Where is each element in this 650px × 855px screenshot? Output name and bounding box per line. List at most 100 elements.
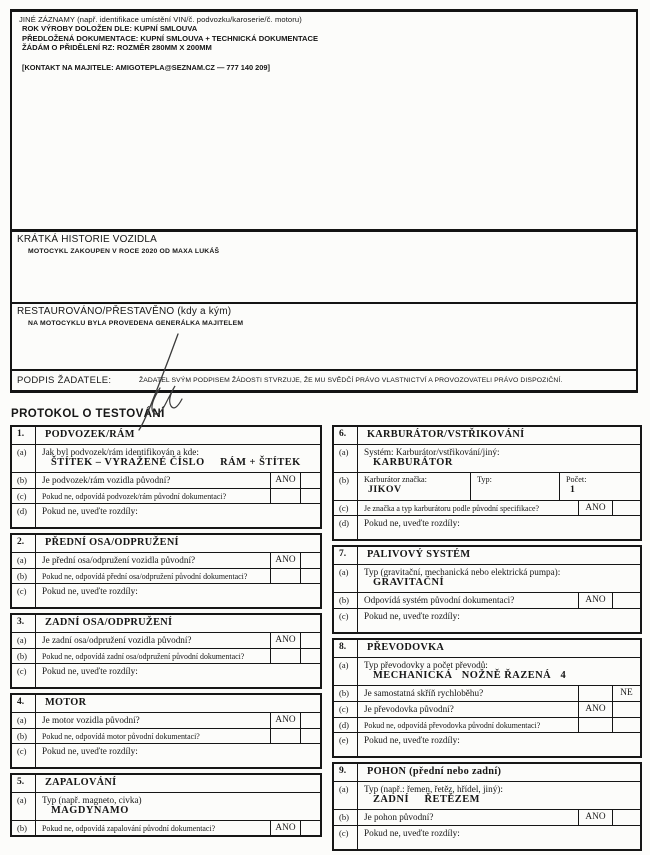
row-question: Je podvozek/rám vozidla původní? — [42, 475, 171, 485]
protocol-row: (c) Pokud ne, odpovídá podvozek/rám původ… — [12, 488, 320, 503]
row-question: Pokud ne, odpovídá zapalování původní do… — [42, 824, 216, 833]
protocol-row: (d) Pokud ne, odpovídá převodovka původní… — [334, 717, 640, 732]
protocol-section: 1. PODVOZEK/RÁM (a) Jak byl podvozek/rám id… — [10, 425, 322, 529]
record-line-year: ROK VÝROBY DOLOŽEN DLE: KUPNÍ SMLOUVA — [22, 24, 198, 33]
section-number: 4. — [12, 695, 36, 712]
row-label: (e) — [334, 733, 358, 756]
section-number: 7. — [334, 547, 358, 564]
answer-box-no: NE — [612, 686, 640, 701]
answer-box-yes: ANO — [270, 553, 300, 568]
row-question: Typ (např.: řemen, řetěz, hřídel, jiný): — [364, 784, 503, 794]
row-question: Je zadní osa/odpružení vozidla původní? — [42, 635, 192, 645]
section-title: KARBURÁTOR/VSTŘIKOVÁNÍ — [367, 429, 525, 440]
row-answer-value: ŠTÍTEK – VYRAŽENÉ ČÍSLO RÁM + ŠTÍTEK — [51, 457, 301, 468]
protocol-row: (b) Pokud ne, odpovídá motor původní doku… — [12, 728, 320, 743]
row-label: (a) — [334, 782, 358, 809]
row-label: (a) — [334, 658, 358, 685]
protocol-row: (a) Typ (gravitační, mechanická nebo elek… — [334, 564, 640, 592]
section-header-row: 2. PŘEDNÍ OSA/ODPRUŽENÍ — [12, 535, 320, 552]
row-label: (c) — [12, 744, 36, 767]
protocol-section: 2. PŘEDNÍ OSA/ODPRUŽENÍ (a) Je přední osa/o… — [10, 533, 322, 609]
row-label: (b) — [334, 810, 358, 825]
signature-declaration: ŽADATEL SVÝM PODPISEM ŽÁDOSTI STVRZUJE, … — [139, 377, 563, 384]
section-number: 6. — [334, 427, 358, 444]
section-title: PŘEVODOVKA — [367, 642, 445, 653]
row-label: (c) — [334, 702, 358, 717]
protocol-row: (a) Jak byl podvozek/rám identifikován a … — [12, 444, 320, 472]
protocol-row: (c) Pokud ne, uveďte rozdíly: — [12, 583, 320, 607]
protocol-row: (a) Typ (např.: řemen, řetěz, hřídel, jin… — [334, 781, 640, 809]
row-label: (b) — [12, 821, 36, 835]
row-content: Systém: Karburátor/vstřikování/jiný: KARB… — [358, 445, 640, 472]
section-header-row: 6. KARBURÁTOR/VSTŘIKOVÁNÍ — [334, 427, 640, 444]
protocol-row: (b) Pokud ne, odpovídá přední osa/odpruže… — [12, 568, 320, 583]
answer-box-yes: ANO — [578, 593, 612, 608]
row-label: (a) — [12, 553, 36, 568]
protocol-row: (b) Pokud ne, odpovídá zapalování původní… — [12, 820, 320, 835]
protocol-row: (d) Pokud ne, uveďte rozdíly: — [12, 503, 320, 527]
answer-box-no — [612, 702, 640, 717]
row-question: Systém: Karburátor/vstřikování/jiný: — [364, 447, 500, 457]
sub-cell: Karburátor značka: JIKOV — [358, 473, 470, 500]
protocol-section: 4. MOTOR (a) Je motor vozidla původní? ANO (b… — [10, 693, 322, 769]
answer-box-no — [300, 473, 320, 488]
row-question: Odpovídá systém původní dokumentaci? — [364, 595, 515, 605]
row-question: Pokud ne, odpovídá přední osa/odpružení … — [42, 572, 248, 581]
sub-cell-value: 1 — [570, 484, 576, 495]
row-content: Typ (gravitační, mechanická nebo elektri… — [358, 565, 640, 592]
row-question: Pokud ne, uveďte rozdíly: — [364, 828, 460, 838]
row-label: (b) — [334, 473, 358, 500]
row-answer-value: KARBURÁTOR — [373, 457, 453, 468]
protocol-row: (c) Pokud ne, uveďte rozdíly: — [334, 608, 640, 632]
protocol-row: (a) Je zadní osa/odpružení vozidla původn… — [12, 632, 320, 648]
protocol-row: (c) Je značka a typ karburátoru podle pův… — [334, 500, 640, 515]
section-title: PODVOZEK/RÁM — [45, 429, 135, 440]
protocol-row: (b) Je pohon původní? ANO — [334, 809, 640, 825]
row-question: Je motor vozidla původní? — [42, 715, 140, 725]
section-title: ZADNÍ OSA/ODPRUŽENÍ — [45, 617, 173, 628]
row-answer-value: MECHANICKÁ NOŽNĚ ŘAZENÁ 4 — [373, 670, 567, 681]
section-number: 9. — [334, 764, 358, 781]
row-question: Typ (např. magneto, civka) — [42, 795, 142, 805]
answer-box-no — [300, 633, 320, 648]
applicant-signature-row: PODPIS ŽADATELE: ŽADATEL SVÝM PODPISEM Ž… — [10, 369, 638, 393]
section-number: 8. — [334, 640, 358, 657]
section-title: PŘEDNÍ OSA/ODPRUŽENÍ — [45, 537, 179, 548]
protocol-row: (b) Pokud ne, odpovídá zadní osa/odpružen… — [12, 648, 320, 663]
row-question: Pokud ne, odpovídá podvozek/rám původní … — [42, 492, 227, 501]
protocol-row: (b) Odpovídá systém původní dokumentaci? A… — [334, 592, 640, 608]
row-question: Je pohon původní? — [364, 812, 434, 822]
protocol-section: 9. POHON (přední nebo zadní) (a) Typ (např.… — [332, 762, 642, 851]
section-title: POHON (přední nebo zadní) — [367, 766, 502, 777]
sub-cell-label: Karburátor značka: — [364, 475, 427, 484]
section-title: ZAPALOVÁNÍ — [45, 777, 117, 788]
answer-box-yes — [270, 569, 300, 583]
row-content: Typ (např. magneto, civka) MAGDYNAMO — [36, 793, 320, 820]
sub-cell: Typ: — [470, 473, 559, 500]
record-line-documentation: PŘEDLOŽENÁ DOKUMENTACE: KUPNÍ SMLOUVA + … — [22, 33, 319, 43]
protocol-row: (b) Je samostatná skříň rychloběhu? NE — [334, 685, 640, 701]
section-number: 2. — [12, 535, 36, 552]
row-label: (b) — [12, 569, 36, 583]
answer-box-no — [612, 718, 640, 732]
row-label: (c) — [12, 489, 36, 503]
vehicle-history-header: KRÁTKÁ HISTORIE VOZIDLA — [17, 234, 158, 245]
section-number: 5. — [12, 775, 36, 792]
row-question: Je značka a typ karburátoru podle původn… — [364, 504, 540, 513]
section-header-row: 7. PALIVOVÝ SYSTÉM — [334, 547, 640, 564]
row-label: (c) — [334, 826, 358, 849]
answer-box-yes — [578, 686, 612, 701]
section-header-row: 8. PŘEVODOVKA — [334, 640, 640, 657]
row-label: (a) — [12, 713, 36, 728]
protocol-title: PROTOKOL O TESTOVÁNÍ — [11, 408, 165, 420]
restored-rebuilt-entry: NA MOTOCYKLU BYLA PROVEDENA GENERÁLKA MA… — [28, 320, 244, 327]
row-content: Jak byl podvozek/rám identifikován a kde… — [36, 445, 320, 472]
answer-box-yes: ANO — [270, 821, 300, 835]
row-label: (b) — [334, 593, 358, 608]
answer-box-yes: ANO — [578, 501, 612, 515]
row-question: Pokud ne, odpovídá převodovka původní do… — [364, 721, 541, 730]
section-header-row: 1. PODVOZEK/RÁM — [12, 427, 320, 444]
protocol-row: (a) Typ převodovky a počet převodů: MECHAN… — [334, 657, 640, 685]
section-header-row: 5. ZAPALOVÁNÍ — [12, 775, 320, 792]
row-question: Pokud ne, uveďte rozdíly: — [42, 506, 138, 516]
